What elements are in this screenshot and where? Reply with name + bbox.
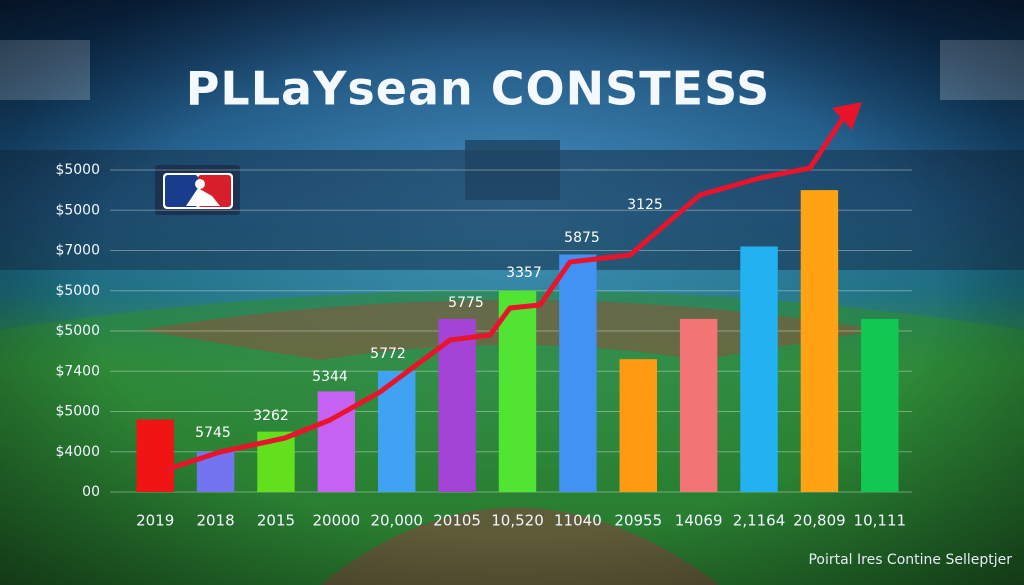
annotation: 3125 [627, 197, 663, 213]
bar [498, 290, 537, 492]
x-tick-label: 20105 [433, 512, 481, 530]
bar [800, 190, 839, 492]
x-tick-label: 2018 [196, 512, 234, 530]
y-tick-label: $5000 [55, 162, 100, 178]
x-tick-label: 2015 [257, 512, 295, 530]
trend-arrow [164, 102, 862, 473]
x-tick-label: 2019 [136, 512, 174, 530]
y-tick-label: $5000 [55, 323, 100, 339]
x-tick-label: 14069 [675, 512, 723, 530]
bar [861, 318, 899, 492]
plot-area: 00 $4000 $5000 $7400 $5000 $5000 $7000 $5000 $50… [55, 162, 912, 530]
y-tick-label: $5000 [55, 404, 100, 420]
y-tick-label: $7000 [55, 243, 100, 259]
y-tick-label: $7400 [55, 363, 100, 379]
x-tick-label: 10,111 [854, 512, 907, 530]
bar [679, 318, 718, 492]
footer-text: Poirtal Ires Contine Selleptjer [808, 552, 1012, 568]
bar [438, 318, 476, 492]
x-tick-label: 10,520 [491, 512, 544, 530]
bar [619, 359, 657, 492]
annotation: 3357 [506, 265, 542, 281]
chart-title: PLLaYsean CONSTESS [186, 62, 771, 116]
bar [740, 246, 778, 492]
bar [559, 254, 597, 492]
x-tick-label: 20000 [312, 512, 360, 530]
y-tick-label: 00 [82, 484, 100, 500]
y-tick-label: $5000 [55, 283, 100, 299]
x-tick-label: 20,000 [370, 512, 423, 530]
annotation: 5875 [564, 230, 600, 246]
annotation: 5745 [195, 425, 231, 441]
annotation: 3262 [253, 408, 289, 424]
x-tick-label: 20,809 [793, 512, 846, 530]
annotation: 5344 [312, 369, 348, 385]
y-tick-label: $4000 [55, 444, 100, 460]
x-tick-label: 20955 [614, 512, 662, 530]
annotation: 5772 [370, 346, 406, 362]
logo [155, 165, 240, 215]
x-tick-label: 11040 [554, 512, 602, 530]
y-tick-label: $5000 [55, 202, 100, 218]
bar [136, 419, 174, 492]
x-tick-label: 2,1164 [733, 512, 786, 530]
annotation: 5775 [448, 295, 484, 311]
